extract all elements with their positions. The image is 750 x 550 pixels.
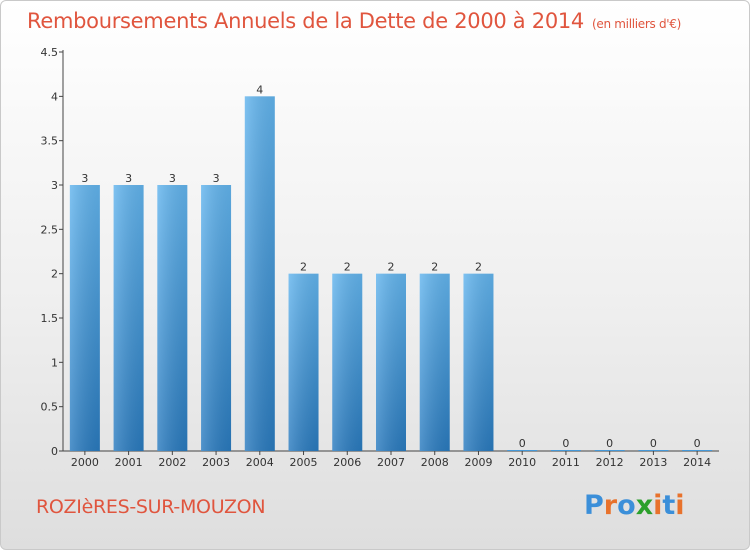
bar (550, 450, 581, 451)
proxiti-logo: Proxiti (584, 490, 685, 521)
x-tick-label: 2003 (202, 456, 230, 469)
y-tick-label: 2.5 (41, 223, 59, 236)
x-tick-label: 2000 (71, 456, 99, 469)
bar-shade (463, 273, 494, 451)
bar-shade (332, 273, 363, 451)
x-tick-label: 2011 (552, 456, 580, 469)
x-tick-label: 2010 (508, 456, 536, 469)
unit-text: (en milliers d'€) (592, 17, 682, 31)
logo-letter: t (662, 490, 676, 521)
bar-value-label: 3 (125, 172, 132, 185)
bar-value-label: 2 (300, 261, 307, 274)
bar-value-label: 3 (213, 172, 220, 185)
bar-shade (113, 185, 144, 451)
logo-letter: o (617, 490, 636, 521)
logo-letter: r (603, 490, 618, 521)
bar-shade (157, 185, 188, 451)
bar-shade (69, 185, 100, 451)
x-tick-label: 2007 (377, 456, 405, 469)
y-tick-label: 1.5 (41, 312, 59, 325)
y-tick-label: 0.5 (41, 401, 59, 414)
bar-value-label: 3 (81, 172, 88, 185)
x-tick-label: 2001 (115, 456, 143, 469)
bar-value-label: 2 (475, 261, 482, 274)
commune-name: ROZIèRES-SUR-MOUZON (36, 496, 266, 518)
bar-shade (376, 273, 406, 451)
bar-value-label: 0 (562, 437, 569, 450)
bar-value-label: 0 (519, 437, 526, 450)
bar-shade (201, 185, 232, 451)
bar-value-label: 2 (431, 261, 438, 274)
y-tick-label: 0 (51, 445, 58, 458)
x-tick-label: 2002 (158, 456, 186, 469)
x-tick-label: 2004 (246, 456, 274, 469)
y-tick-label: 3.5 (41, 135, 59, 148)
logo-letter: i (675, 490, 685, 521)
logo-letter: i (653, 490, 663, 521)
logo-letter: P (584, 490, 604, 521)
bar-value-label: 0 (694, 437, 701, 450)
x-tick-label: 2006 (333, 456, 361, 469)
bar (507, 450, 538, 451)
bar-value-label: 0 (606, 437, 613, 450)
y-tick-label: 3 (51, 179, 58, 192)
bar (638, 450, 669, 451)
bar-value-label: 3 (169, 172, 176, 185)
bar-shade (288, 273, 319, 451)
title-text: Remboursements Annuels de la Dette de 20… (27, 9, 584, 33)
y-tick-label: 1 (51, 356, 58, 369)
x-tick-label: 2009 (464, 456, 492, 469)
x-tick-label: 2005 (290, 456, 318, 469)
y-tick-label: 2 (51, 268, 58, 281)
bar-value-label: 0 (650, 437, 657, 450)
bar-value-label: 2 (388, 261, 395, 274)
y-tick-label: 4.5 (41, 46, 59, 59)
y-tick-label: 4 (51, 90, 58, 103)
bar-shade (244, 96, 275, 451)
x-tick-label: 2013 (639, 456, 667, 469)
bar-value-label: 2 (344, 261, 351, 274)
bar-shade (419, 273, 450, 451)
x-tick-label: 2008 (421, 456, 449, 469)
x-tick-label: 2014 (683, 456, 711, 469)
x-tick-label: 2012 (596, 456, 624, 469)
chart-title: Remboursements Annuels de la Dette de 20… (27, 9, 681, 33)
logo-letter: x (635, 490, 654, 521)
bar-value-label: 4 (256, 83, 263, 96)
bar (682, 450, 713, 451)
bar (594, 450, 625, 451)
